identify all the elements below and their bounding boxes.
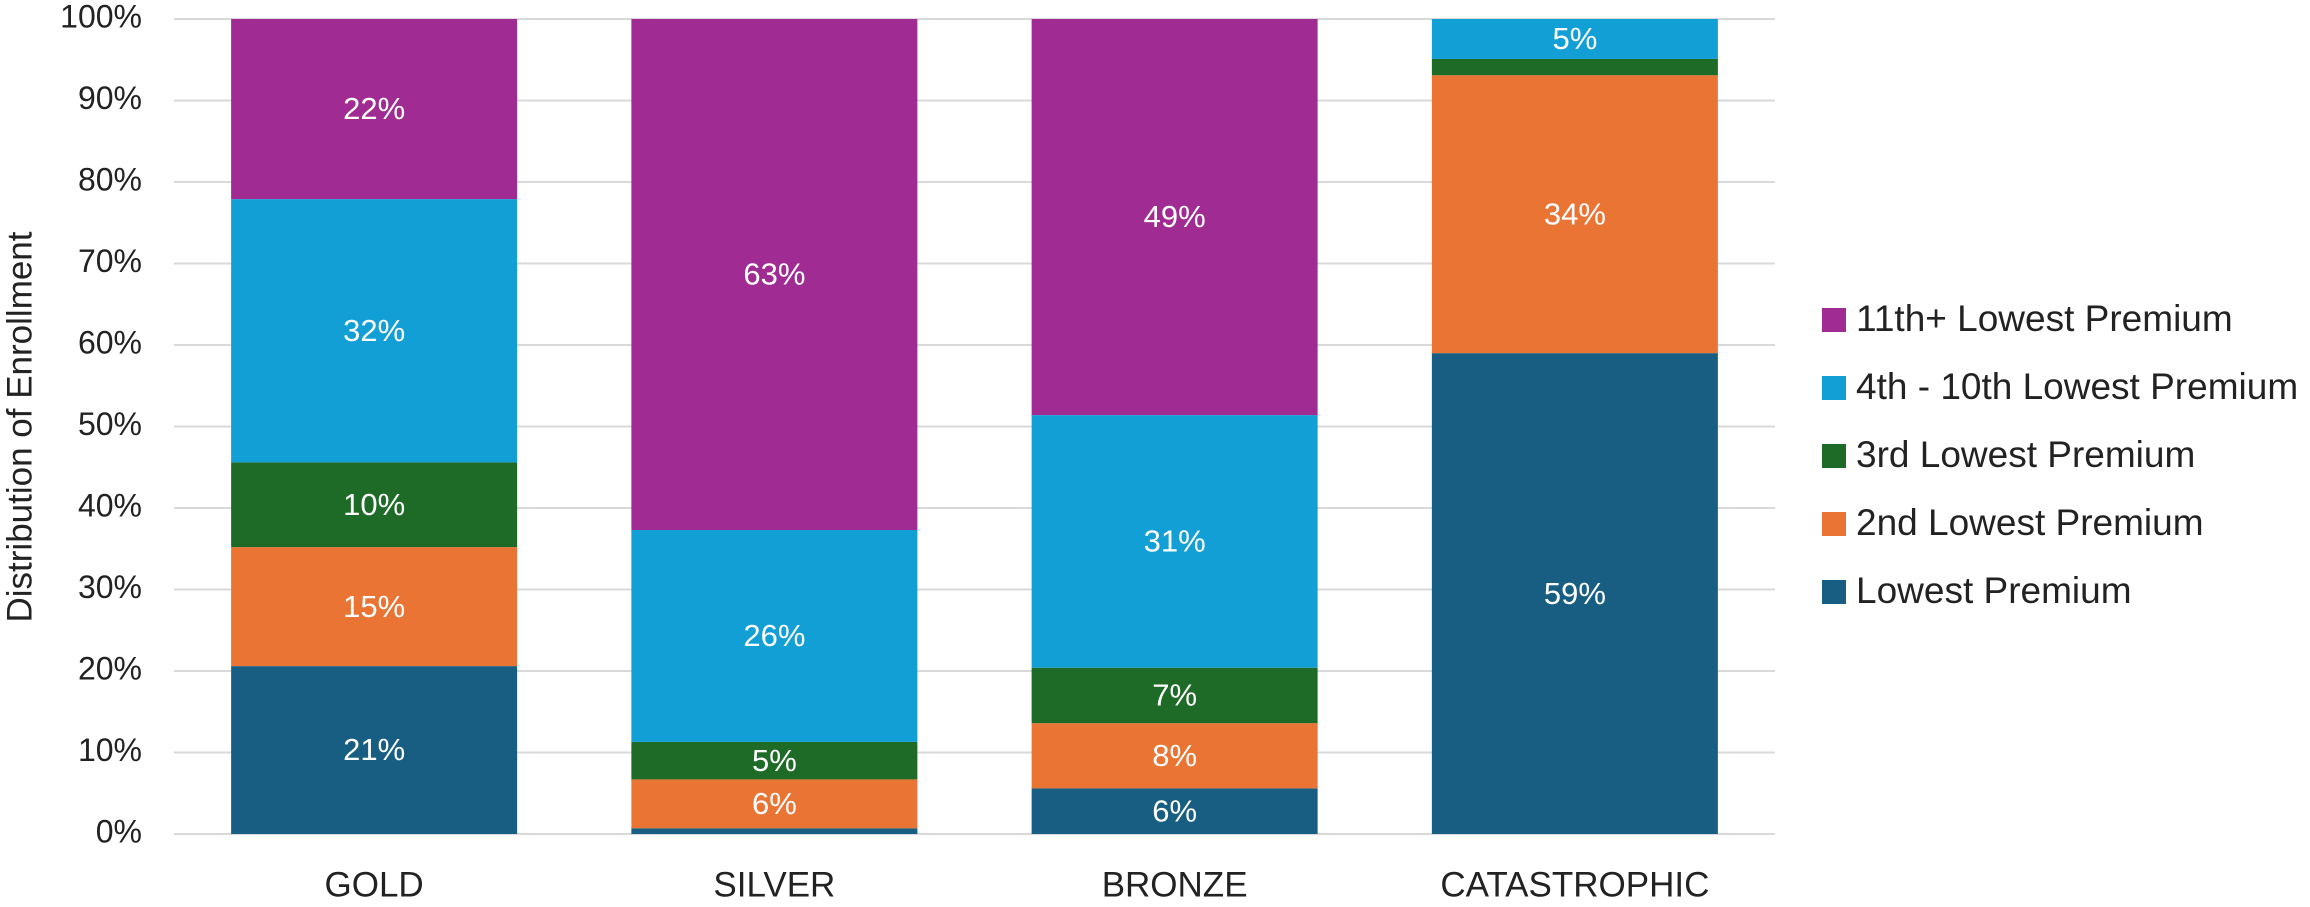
bar-segment (631, 530, 918, 742)
bar-segment (1431, 353, 1718, 834)
data-label: 15% (343, 589, 405, 624)
legend-swatch (1822, 444, 1846, 468)
legend-swatch (1822, 512, 1846, 536)
bar-segment (231, 666, 518, 834)
bar-segment (231, 462, 518, 548)
y-tick-label: 50% (78, 406, 142, 442)
bar-segment (231, 199, 518, 463)
bar-segment (1031, 415, 1318, 668)
y-tick-label: 30% (78, 569, 142, 605)
legend-label: 2nd Lowest Premium (1856, 502, 2204, 543)
bar-segment (1031, 19, 1318, 416)
bar-segment (1431, 19, 1718, 59)
data-label: 32% (343, 313, 405, 348)
legend-swatch (1822, 580, 1846, 604)
y-tick-label: 90% (78, 80, 142, 116)
y-tick-label: 10% (78, 732, 142, 768)
x-tick-label: BRONZE (1102, 865, 1248, 904)
data-label: 26% (743, 618, 805, 653)
bar-segment (631, 741, 918, 780)
bar-segment (1031, 788, 1318, 834)
data-label: 5% (1552, 21, 1597, 56)
data-label: 5% (752, 743, 797, 778)
data-label: 34% (1544, 196, 1606, 231)
data-label: 63% (743, 257, 805, 292)
y-tick-label: 40% (78, 487, 142, 523)
y-tick-label: 60% (78, 324, 142, 360)
data-label: 49% (1144, 199, 1206, 234)
data-label: 21% (343, 732, 405, 767)
data-label: 8% (1152, 738, 1197, 773)
y-tick-label: 100% (60, 0, 142, 34)
bar-segment (631, 19, 918, 531)
y-tick-label: 0% (96, 813, 142, 849)
legend-swatch (1822, 376, 1846, 400)
data-label: 59% (1544, 576, 1606, 611)
data-label: 22% (343, 91, 405, 126)
bar-segment (1031, 667, 1318, 724)
legend-label: Lowest Premium (1856, 570, 2132, 611)
y-axis-label: Distribution of Enrollment (0, 231, 39, 622)
y-tick-label: 70% (78, 243, 142, 279)
bar-segment (231, 547, 518, 667)
bar-segment (231, 19, 518, 200)
bar-segment (1431, 75, 1718, 354)
legend-label: 3rd Lowest Premium (1856, 434, 2195, 475)
x-tick-label: SILVER (713, 865, 835, 904)
bar-segment (631, 828, 918, 834)
bar-segment (631, 779, 918, 829)
data-label: 6% (752, 786, 797, 821)
y-tick-label: 20% (78, 650, 142, 686)
data-label: 6% (1152, 793, 1197, 828)
x-tick-label: CATASTROPHIC (1440, 865, 1709, 904)
legend-swatch (1822, 308, 1846, 332)
x-tick-label: GOLD (325, 865, 424, 904)
bar-segment (1031, 723, 1318, 789)
legend-label: 11th+ Lowest Premium (1856, 298, 2233, 339)
data-label: 10% (343, 487, 405, 522)
data-label: 7% (1152, 678, 1197, 713)
bar-segment (1431, 58, 1718, 76)
y-tick-label: 80% (78, 161, 142, 197)
data-label: 31% (1144, 524, 1206, 559)
legend-label: 4th - 10th Lowest Premium (1856, 366, 2298, 407)
